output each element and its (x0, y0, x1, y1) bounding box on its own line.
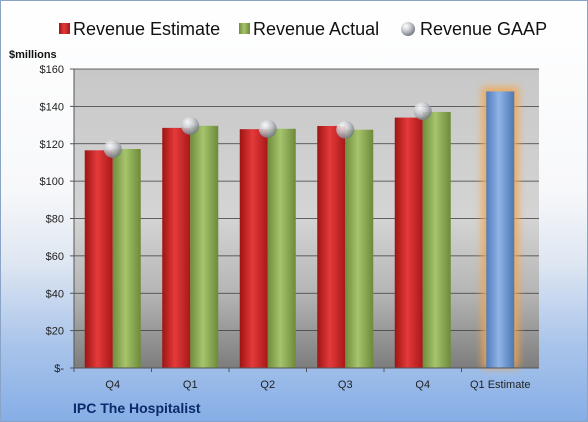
legend-item-gaap: Revenue GAAP (401, 19, 547, 39)
bar-revenue-actual (190, 125, 219, 368)
x-tick-label: Q4 (105, 379, 120, 391)
legend-swatch-actual (239, 23, 250, 34)
legend: Revenue Estimate Revenue Actual Revenue … (59, 19, 547, 39)
x-tick-label: Q2 (260, 379, 275, 391)
gaap-markers (103, 102, 432, 158)
y-tick-label: $140 (40, 101, 64, 113)
bars (84, 87, 519, 369)
y-tick-label: $60 (46, 251, 64, 263)
gaap-marker (258, 119, 277, 138)
y-tick-label: $120 (40, 139, 64, 151)
bar-revenue-estimate (239, 129, 268, 368)
bar-revenue-estimate (394, 117, 423, 369)
y-tick-label: $80 (46, 214, 64, 226)
y-tick-label: $- (54, 363, 64, 375)
x-tick-label: Q3 (338, 379, 353, 391)
x-tick-label: Q4 (415, 379, 430, 391)
x-tick-label: Q1 Estimate (470, 379, 531, 391)
y-tick-label: $160 (40, 64, 64, 76)
x-axis: Q4 Q1 Q2 Q3 Q4 Q1 Estimate (73, 367, 539, 391)
legend-item-estimate: Revenue Estimate (59, 19, 220, 39)
bar-revenue-estimate (84, 150, 113, 368)
bar-revenue-actual (422, 111, 451, 368)
legend-item-actual: Revenue Actual (239, 19, 379, 39)
legend-label-actual: Revenue Actual (253, 19, 379, 39)
y-tick-label: $40 (46, 288, 64, 300)
bar-revenue-estimate (317, 125, 346, 368)
y-tick-label: $20 (46, 326, 64, 338)
legend-label-estimate: Revenue Estimate (73, 19, 220, 39)
company-name: IPC The Hospitalist (73, 400, 201, 416)
gaap-marker (103, 139, 122, 158)
units-label: $millions (9, 49, 57, 61)
legend-label-gaap: Revenue GAAP (420, 19, 547, 39)
gaap-marker (181, 116, 200, 135)
x-tick-label: Q1 (183, 379, 198, 391)
gaap-marker (336, 120, 355, 139)
legend-swatch-estimate (59, 23, 70, 34)
gaap-marker (413, 102, 432, 121)
bar-revenue-actual (112, 148, 141, 368)
y-tick-label: $100 (40, 176, 64, 188)
legend-swatch-gaap (401, 22, 415, 36)
gridlines (74, 68, 539, 332)
bar-revenue-estimate (162, 127, 191, 368)
y-axis: $- $20 $40 $60 $80 $100 $120 $140 $160 (40, 64, 75, 375)
bar-revenue-actual (267, 128, 296, 368)
bar-revenue-actual (345, 129, 374, 368)
bar-q1-estimate (486, 91, 515, 369)
